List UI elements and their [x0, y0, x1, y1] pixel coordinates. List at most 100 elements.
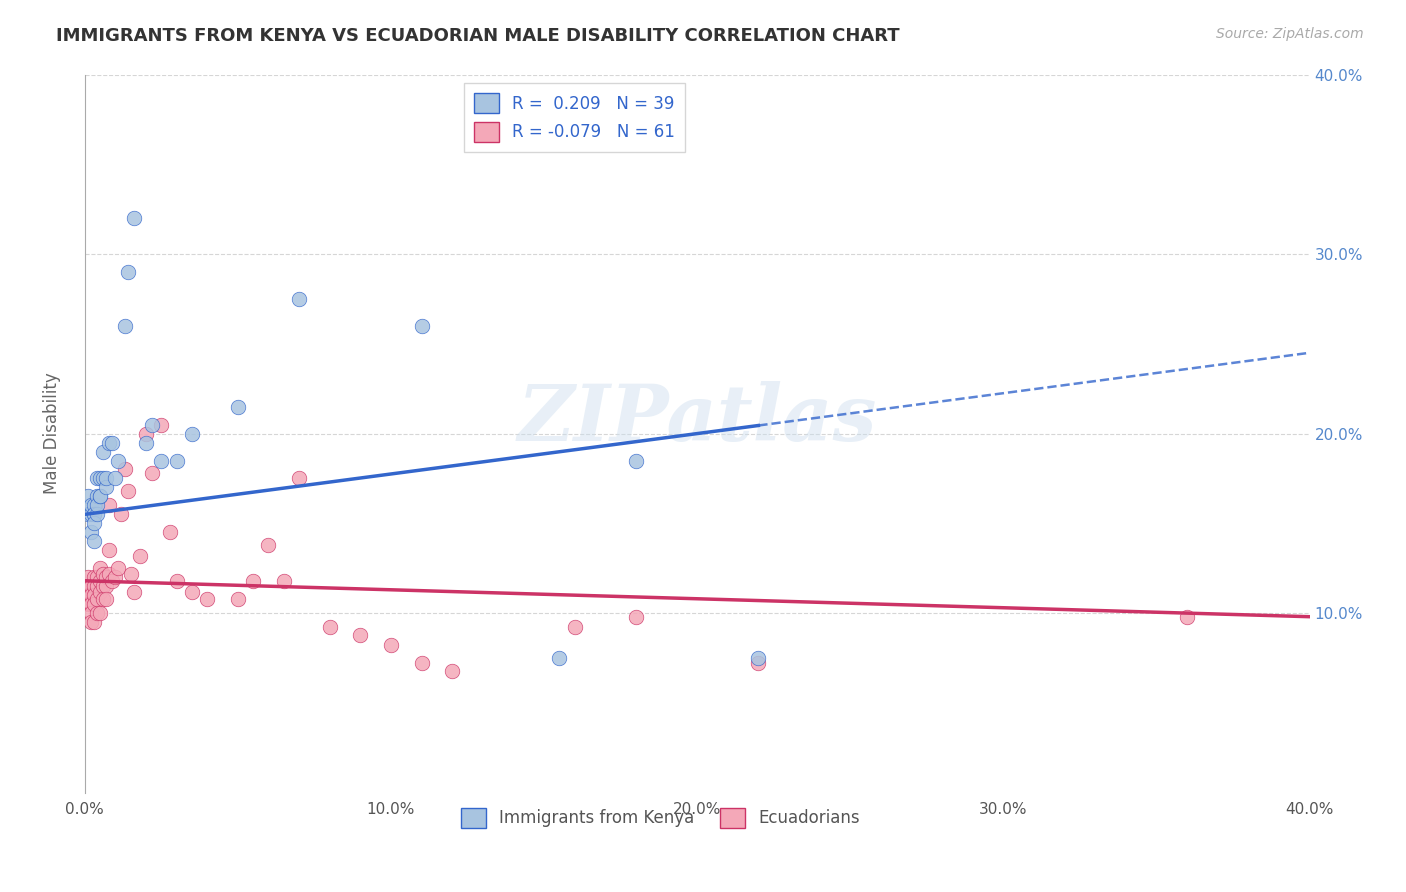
- Point: [107, 561, 129, 575]
- Point: [89, 574, 111, 588]
- Point: [96, 480, 118, 494]
- Point: [91, 591, 114, 606]
- Point: [122, 211, 145, 226]
- Point: [76, 597, 98, 611]
- Point: [141, 417, 163, 432]
- Point: [98, 435, 121, 450]
- Point: [96, 591, 118, 606]
- Point: [195, 591, 218, 606]
- Point: [441, 664, 464, 678]
- Point: [141, 466, 163, 480]
- Point: [83, 615, 105, 629]
- Point: [76, 570, 98, 584]
- Point: [80, 588, 103, 602]
- Legend: Immigrants from Kenya, Ecuadorians: Immigrants from Kenya, Ecuadorians: [454, 801, 866, 835]
- Point: [86, 490, 108, 504]
- Point: [86, 508, 108, 522]
- Point: [86, 499, 108, 513]
- Point: [380, 639, 402, 653]
- Point: [548, 651, 571, 665]
- Point: [411, 318, 433, 333]
- Point: [80, 525, 103, 540]
- Point: [80, 579, 103, 593]
- Point: [80, 597, 103, 611]
- Point: [564, 620, 586, 634]
- Point: [91, 579, 114, 593]
- Point: [166, 453, 188, 467]
- Point: [150, 417, 173, 432]
- Point: [83, 516, 105, 531]
- Point: [166, 574, 188, 588]
- Point: [288, 471, 311, 485]
- Point: [89, 561, 111, 575]
- Point: [117, 483, 139, 498]
- Point: [80, 606, 103, 620]
- Point: [349, 628, 371, 642]
- Point: [226, 400, 249, 414]
- Point: [101, 574, 124, 588]
- Point: [318, 620, 340, 634]
- Point: [226, 591, 249, 606]
- Point: [86, 579, 108, 593]
- Point: [107, 453, 129, 467]
- Point: [104, 471, 127, 485]
- Point: [76, 490, 98, 504]
- Point: [273, 574, 295, 588]
- Point: [98, 566, 121, 581]
- Point: [624, 609, 647, 624]
- Point: [122, 584, 145, 599]
- Point: [1175, 609, 1198, 624]
- Point: [86, 570, 108, 584]
- Point: [242, 574, 264, 588]
- Point: [110, 508, 132, 522]
- Point: [86, 471, 108, 485]
- Point: [411, 657, 433, 671]
- Point: [150, 453, 173, 467]
- Point: [76, 508, 98, 522]
- Point: [747, 657, 769, 671]
- Point: [135, 435, 157, 450]
- Point: [83, 579, 105, 593]
- Point: [180, 584, 202, 599]
- Point: [89, 471, 111, 485]
- Point: [114, 462, 136, 476]
- Text: Source: ZipAtlas.com: Source: ZipAtlas.com: [1216, 27, 1364, 41]
- Point: [83, 597, 105, 611]
- Point: [747, 651, 769, 665]
- Point: [89, 490, 111, 504]
- Point: [89, 584, 111, 599]
- Point: [83, 588, 105, 602]
- Point: [98, 543, 121, 558]
- Point: [135, 426, 157, 441]
- Point: [91, 471, 114, 485]
- Point: [114, 318, 136, 333]
- Point: [89, 606, 111, 620]
- Point: [120, 566, 142, 581]
- Point: [159, 525, 181, 540]
- Y-axis label: Male Disability: Male Disability: [44, 373, 60, 494]
- Point: [128, 549, 150, 563]
- Point: [80, 615, 103, 629]
- Point: [76, 588, 98, 602]
- Point: [83, 499, 105, 513]
- Text: ZIPatlas: ZIPatlas: [517, 381, 877, 458]
- Point: [86, 606, 108, 620]
- Point: [83, 508, 105, 522]
- Point: [101, 435, 124, 450]
- Point: [83, 534, 105, 549]
- Point: [117, 265, 139, 279]
- Point: [83, 508, 105, 522]
- Point: [80, 508, 103, 522]
- Point: [180, 426, 202, 441]
- Point: [76, 579, 98, 593]
- Point: [86, 591, 108, 606]
- Point: [257, 538, 280, 552]
- Point: [104, 570, 127, 584]
- Point: [98, 499, 121, 513]
- Point: [624, 453, 647, 467]
- Point: [96, 579, 118, 593]
- Point: [96, 471, 118, 485]
- Point: [91, 444, 114, 458]
- Text: IMMIGRANTS FROM KENYA VS ECUADORIAN MALE DISABILITY CORRELATION CHART: IMMIGRANTS FROM KENYA VS ECUADORIAN MALE…: [56, 27, 900, 45]
- Point: [89, 490, 111, 504]
